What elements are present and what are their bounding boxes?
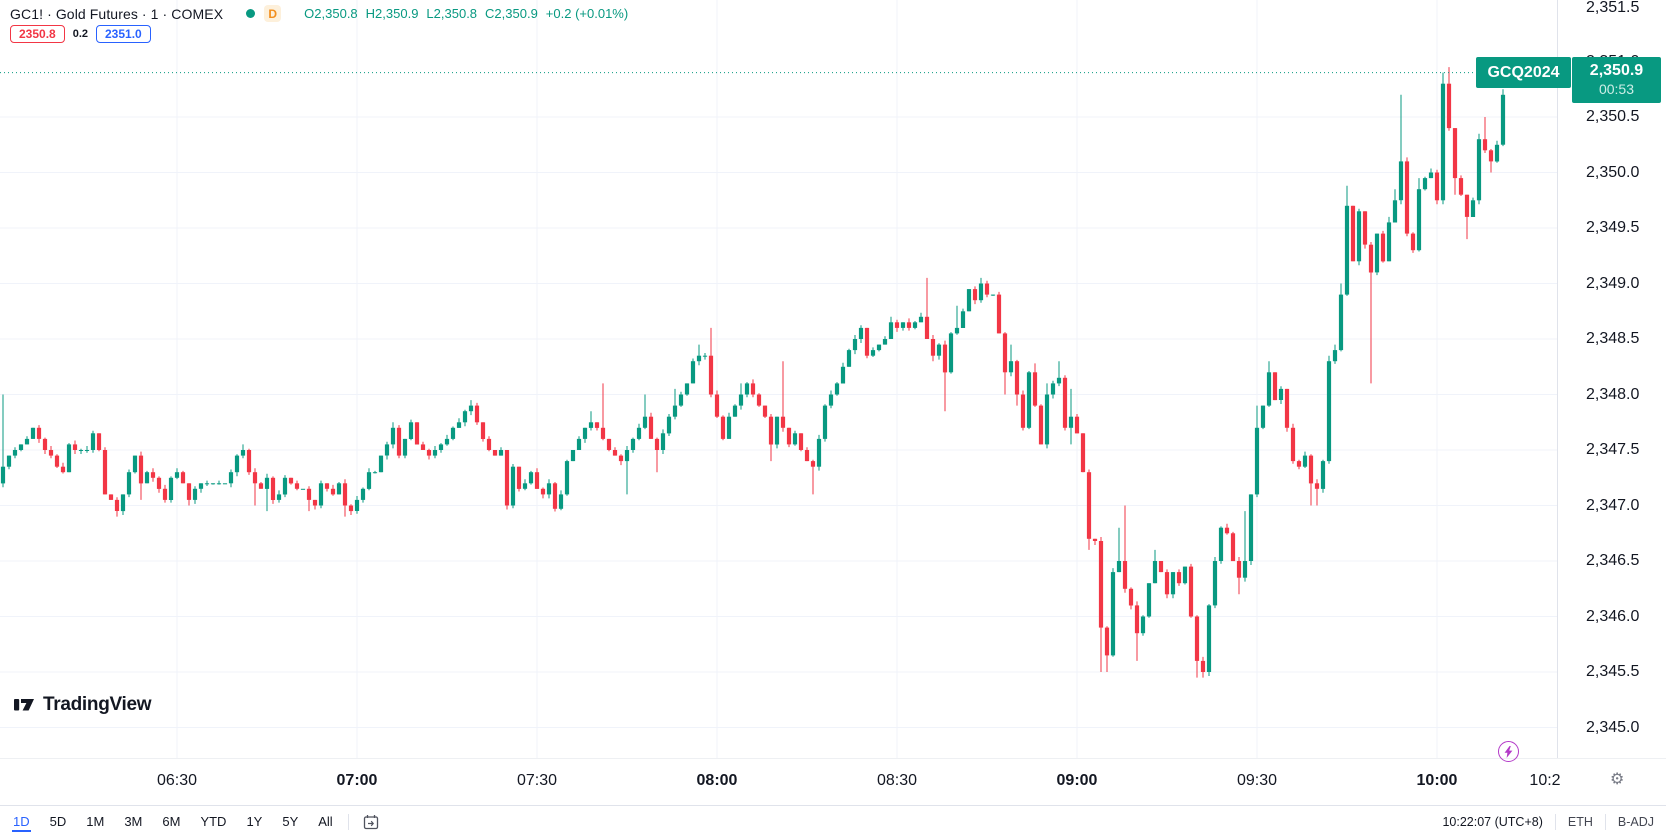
price-axis[interactable]: 2,351.52,351.02,350.52,350.02,349.52,349… <box>1557 0 1666 806</box>
price-axis-label: 2,346.5 <box>1586 552 1640 569</box>
chart-legend: GC1! · Gold Futures · 1 · COMEX D O2,350… <box>10 5 628 22</box>
last-price-value: 2,350.9 <box>1589 62 1644 80</box>
price-axis-label: 2,349.5 <box>1586 219 1640 236</box>
clock-label[interactable]: 10:22:07 (UTC+8) <box>1442 814 1543 829</box>
time-axis-label: 09:00 <box>1056 772 1098 789</box>
time-axis-label: 07:00 <box>336 772 378 789</box>
close-value: 2,350.9 <box>494 6 538 21</box>
high-value: 2,350.9 <box>375 6 419 21</box>
change-value: +0.2 (+0.01%) <box>545 6 629 21</box>
range-all-button[interactable]: All <box>318 814 333 829</box>
time-axis[interactable]: ⚙ 06:30 07:00 07:30 08:00 08:30 09:00 09:30 10:… <box>0 758 1666 806</box>
last-price-readout[interactable]: 2,350.9 00:53 <box>1572 57 1661 103</box>
time-axis-label: 09:30 <box>1236 772 1278 789</box>
price-axis-label: 2,351.5 <box>1586 0 1640 16</box>
range-1y-button[interactable]: 1Y <box>246 814 263 829</box>
time-axis-label: 10:2 <box>1529 772 1561 789</box>
gear-icon[interactable]: ⚙ <box>1610 771 1625 788</box>
session-badge[interactable]: D <box>264 5 282 22</box>
time-axis-label: 07:30 <box>516 772 558 789</box>
price-axis-label: 2,347.0 <box>1586 496 1640 514</box>
ohlc-values: O2,350.8 H2,350.9 L2,350.8 C2,350.9 +0.2… <box>304 6 629 21</box>
tradingview-mark-icon <box>14 699 34 711</box>
range-5y-button[interactable]: 5Y <box>282 814 299 829</box>
price-axis-label: 2,345.5 <box>1586 663 1640 680</box>
status-row: 10:22:07 (UTC+8) ETH B-ADJ <box>1442 813 1654 830</box>
market-open-dot-icon[interactable] <box>246 9 256 18</box>
adjustment-button[interactable]: B-ADJ <box>1617 814 1654 829</box>
range-ytd-button[interactable]: YTD <box>200 814 227 829</box>
range-6m-button[interactable]: 6M <box>162 814 181 829</box>
bar-countdown: 00:53 <box>1598 81 1635 98</box>
time-axis-label: 08:30 <box>876 772 918 789</box>
range-3m-button[interactable]: 3M <box>124 814 143 829</box>
spread-label: 0.2 <box>72 28 88 40</box>
session-ext-button[interactable]: ETH <box>1567 814 1593 829</box>
bottom-toolbar: 1D 5D 1M 3M 6M YTD 1Y 5Y All 10:22:07 (UTC+8) ET… <box>0 806 1666 837</box>
price-axis-label: 2,347.5 <box>1586 441 1640 458</box>
price-axis-label: 2,349.0 <box>1586 274 1640 292</box>
price-axis-label: 2,346.0 <box>1586 607 1640 625</box>
price-axis-label: 2,350.0 <box>1586 163 1640 181</box>
time-axis-label: 10:00 <box>1416 772 1458 789</box>
go-to-date-icon[interactable] <box>363 814 379 830</box>
range-1m-button[interactable]: 1M <box>86 814 105 829</box>
toolbar-divider <box>347 813 349 830</box>
price-axis-label: 2,350.5 <box>1586 108 1640 125</box>
range-5d-button[interactable]: 5D <box>49 814 67 829</box>
range-selector: 1D 5D 1M 3M 6M YTD 1Y 5Y All <box>12 811 334 832</box>
tradingview-logo[interactable]: TradingView <box>14 694 152 716</box>
open-value: 2,350.8 <box>314 6 358 21</box>
price-axis-label: 2,348.5 <box>1586 330 1640 347</box>
bid-ask-row: 2350.8 0.2 2351.0 <box>10 25 151 43</box>
candlestick-chart[interactable] <box>0 0 1557 758</box>
instant-trading-icon[interactable] <box>1498 741 1519 762</box>
contract-flag[interactable]: GCQ2024 <box>1476 57 1571 88</box>
tradingview-wordmark: TradingView <box>43 694 152 715</box>
price-axis-label: 2,348.0 <box>1586 385 1640 403</box>
time-axis-label: 06:30 <box>156 772 198 789</box>
time-axis-label: 08:00 <box>696 772 738 789</box>
price-axis-label: 2,345.0 <box>1586 718 1640 736</box>
sell-bid-button[interactable]: 2350.8 <box>10 25 65 43</box>
low-value: 2,350.8 <box>433 6 478 21</box>
range-1d-button[interactable]: 1D <box>12 811 31 832</box>
buy-ask-button[interactable]: 2351.0 <box>96 25 151 43</box>
symbol-title[interactable]: GC1! · Gold Futures · 1 · COMEX <box>10 5 224 22</box>
